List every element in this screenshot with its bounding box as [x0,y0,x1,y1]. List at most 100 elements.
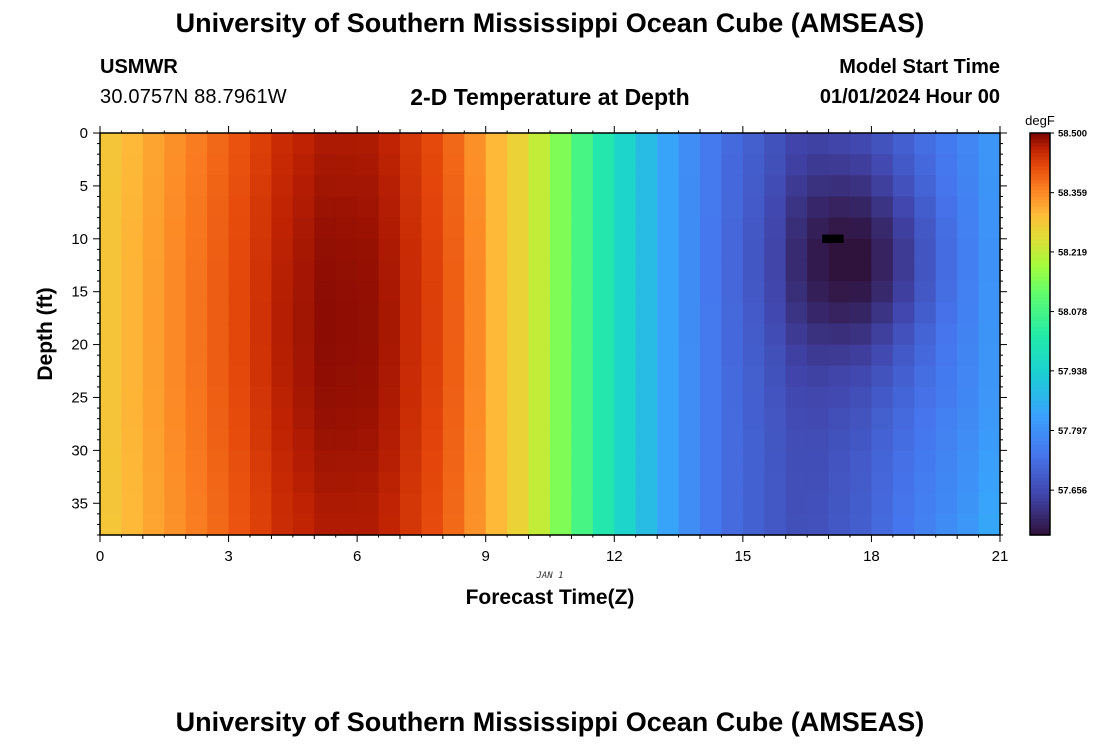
heatmap-cell [335,492,358,515]
heatmap-cell [614,133,637,155]
heatmap-cell [121,513,144,536]
heatmap-cell [957,133,980,155]
heatmap-cell [978,154,1001,176]
heatmap-cell [142,154,165,176]
heatmap-cell [485,386,508,409]
heatmap-cell [250,259,273,282]
heatmap-cell [614,471,637,494]
colorbar-swatch [1030,320,1050,325]
heatmap-cell [785,154,808,176]
heatmap-cell [228,450,251,473]
heatmap-cell [164,408,187,430]
heatmap-cell [271,238,294,261]
heatmap-cell [271,344,294,367]
heatmap-cell [614,217,637,240]
heatmap-cell [742,154,765,176]
colorbar-swatch [1030,514,1050,519]
heatmap-cell [507,154,530,176]
heatmap-cell [378,323,401,346]
heatmap-cell [807,217,830,240]
heatmap-cell [550,154,573,176]
heatmap-cell [764,154,787,176]
heatmap-cell [142,386,165,409]
heatmap-cell [357,365,380,388]
colorbar-unit-label: degF [1025,113,1055,128]
heatmap-cell [721,196,744,219]
heatmap-cell [657,386,680,409]
heatmap-cell [678,386,701,409]
colorbar-swatch [1030,250,1050,255]
heatmap-cell [400,217,423,240]
heatmap-cell [828,450,851,473]
heatmap-cell [807,133,830,155]
heatmap-cell [828,238,851,261]
heatmap-cell [164,217,187,240]
heatmap-cell [657,154,680,176]
heatmap-cell [185,196,208,219]
colorbar-swatch [1030,196,1050,201]
heatmap-cell [678,344,701,367]
heatmap-cell [357,513,380,536]
heatmap-cell [357,344,380,367]
heatmap-cell [142,196,165,219]
heatmap-cell [678,133,701,155]
heatmap-cell [485,365,508,388]
heatmap-cell [678,408,701,430]
colorbar-swatch [1030,153,1050,158]
colorbar-swatch [1030,508,1050,513]
heatmap-cell [550,281,573,303]
colorbar-swatch [1030,504,1050,509]
heatmap-cell [228,492,251,515]
heatmap-cell [357,429,380,451]
colorbar-swatch [1030,451,1050,456]
station-id: USMWR [100,56,178,78]
heatmap-cell [614,450,637,473]
heatmap-cell [507,492,530,515]
heatmap-cell [228,217,251,240]
colorbar-swatch [1030,364,1050,369]
heatmap-cell [507,513,530,536]
heatmap-cell [185,217,208,240]
heatmap-cell [871,196,894,219]
heatmap-cell [850,513,873,536]
heatmap-cell [571,450,594,473]
heatmap-cell [400,408,423,430]
heatmap-cell [271,450,294,473]
footer-title: University of Southern Mississippi Ocean… [175,707,925,737]
heatmap-cell [271,513,294,536]
y-tick-label: 10 [71,231,88,248]
heatmap-cell [571,302,594,325]
heatmap-cell [550,492,573,515]
heatmap-cell [207,492,230,515]
heatmap-cell [571,492,594,515]
heatmap-cell [892,238,915,261]
heatmap-cell [957,365,980,388]
heatmap-cell [185,471,208,494]
heatmap-cell [764,259,787,282]
heatmap-cell [892,386,915,409]
heatmap-cell [592,471,615,494]
heatmap-cell [292,217,315,240]
colorbar-swatch [1030,310,1050,315]
heatmap-cell [614,196,637,219]
missing-data-cell [822,234,844,244]
y-axis: 0 5 10 15 20 25 30 35 [71,125,1007,536]
heatmap-cell [935,450,958,473]
heatmap-cell [335,259,358,282]
colorbar-swatch [1030,206,1050,211]
heatmap-cell [742,302,765,325]
heatmap-cell [100,471,123,494]
heatmap-cell [464,429,487,451]
colorbar-swatch [1030,411,1050,415]
heatmap-cell [271,196,294,219]
colorbar-swatch [1030,384,1050,389]
heatmap-cell [721,492,744,515]
heatmap-cell [957,238,980,261]
heatmap-cell [592,175,615,198]
heatmap-cell [464,281,487,303]
heatmap-cell [314,365,337,388]
heatmap-cell [228,344,251,367]
heatmap-cell [828,323,851,346]
heatmap-cell [850,217,873,240]
heatmap-cell [485,133,508,155]
